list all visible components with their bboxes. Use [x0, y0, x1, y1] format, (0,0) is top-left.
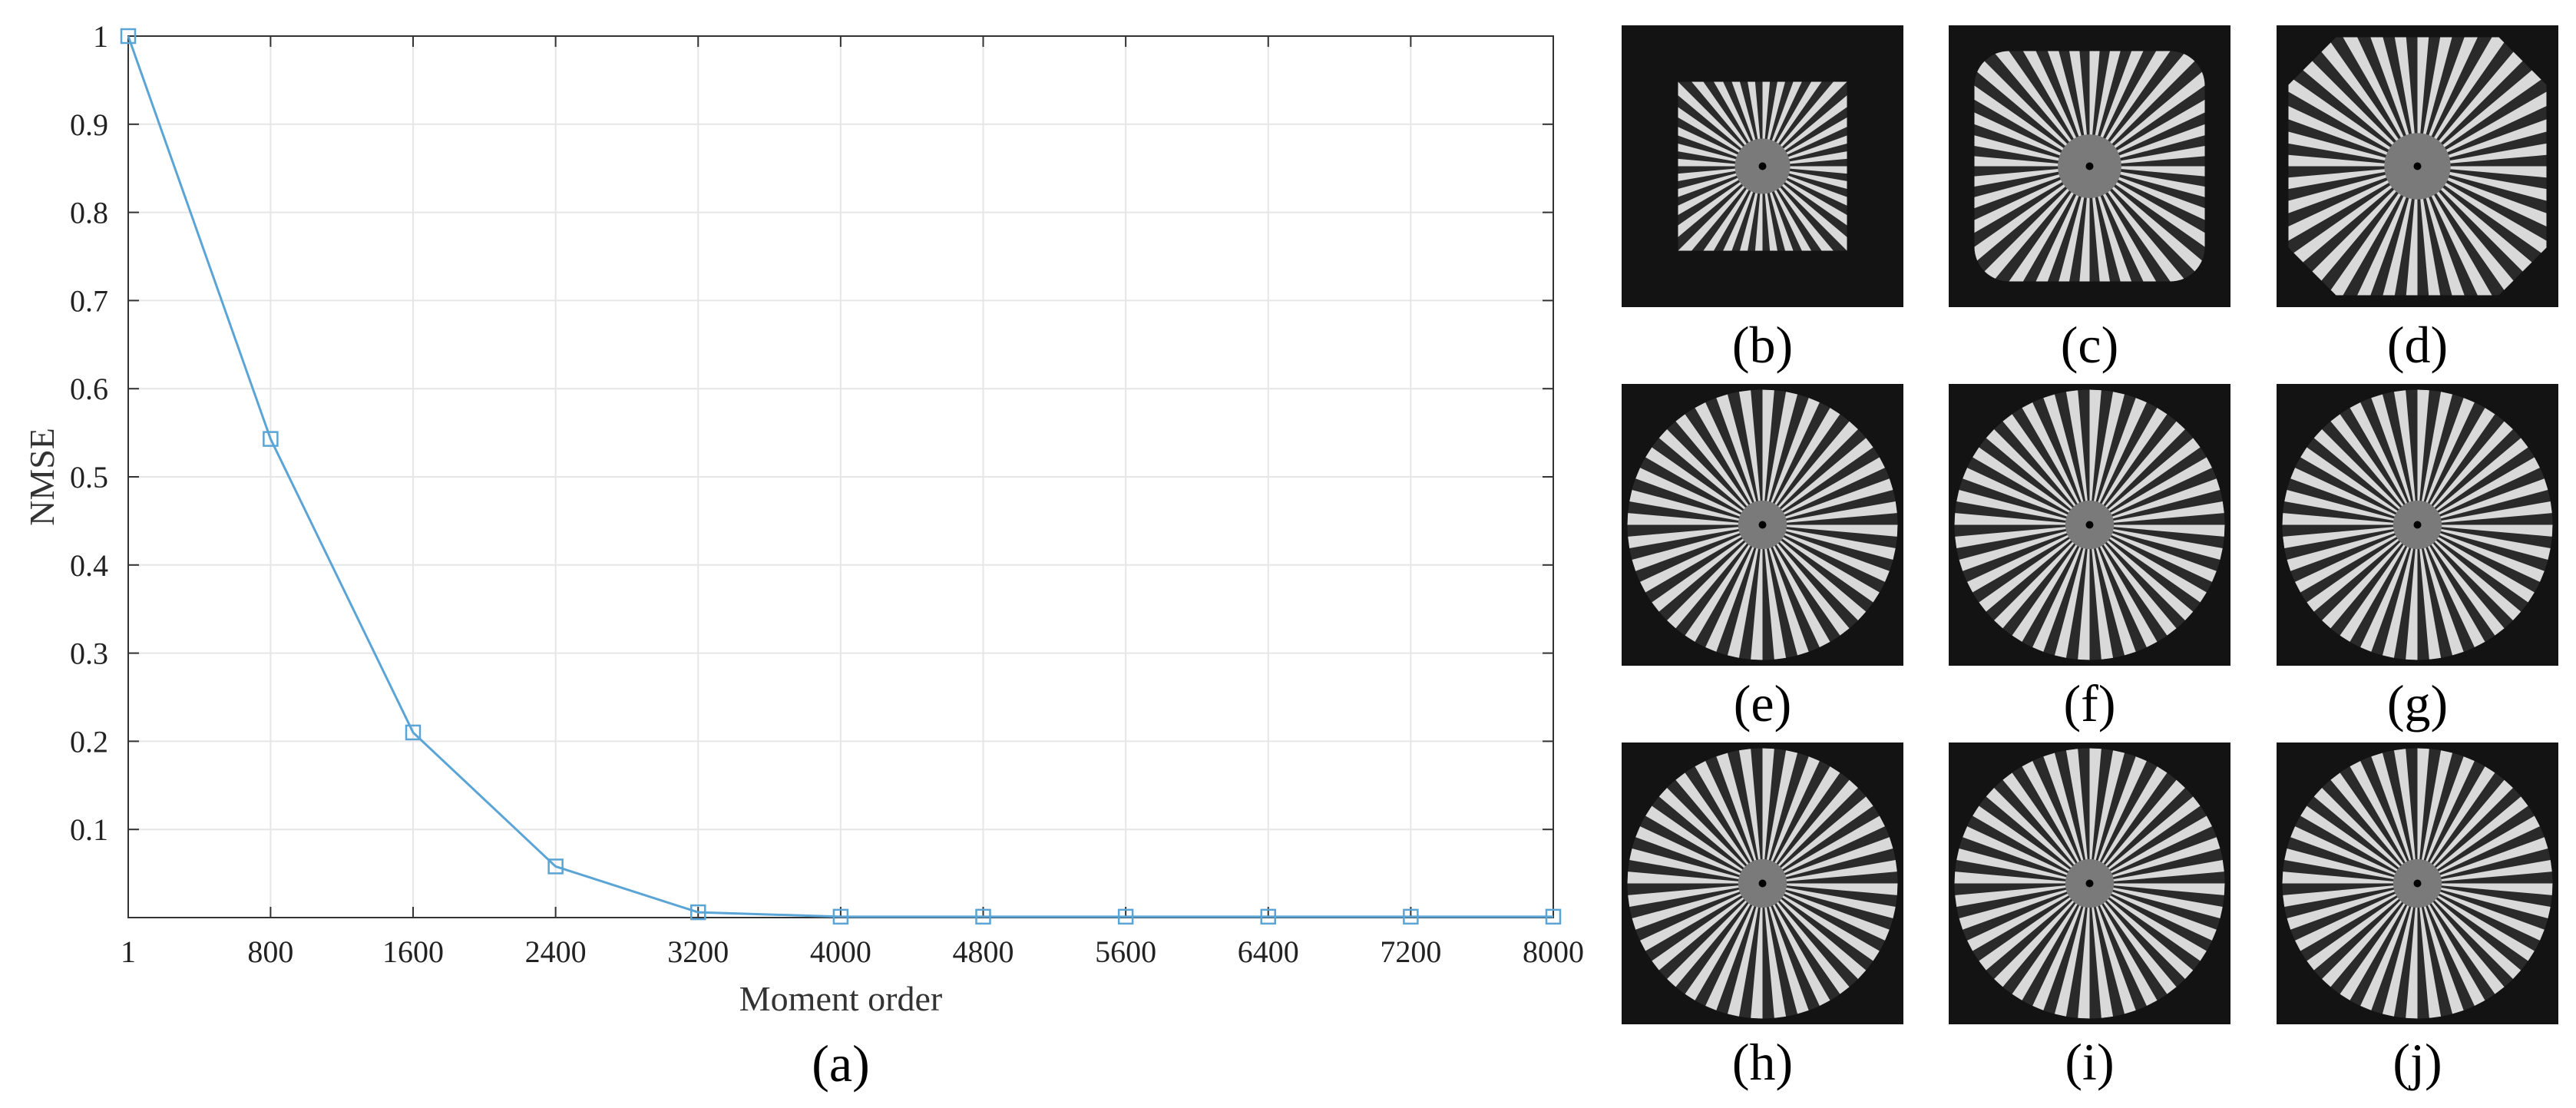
- image-panel: (b): [1622, 25, 1903, 374]
- image-panel: (g): [2277, 384, 2558, 733]
- x-tick-label: 5600: [1095, 934, 1156, 969]
- x-tick-label: 4000: [810, 934, 871, 969]
- x-tick-label: 7200: [1380, 934, 1441, 969]
- siemens-star: [1954, 748, 2225, 1019]
- panel-caption: (c): [2061, 316, 2118, 374]
- y-tick-label: 0.6: [70, 372, 108, 406]
- y-tick-label: 0.3: [70, 637, 108, 671]
- x-tick-label: 1: [121, 934, 136, 969]
- panel-caption: (g): [2387, 674, 2448, 733]
- siemens-star: [1678, 81, 1847, 251]
- image-panel: (f): [1949, 384, 2230, 733]
- y-tick-label: 0.4: [70, 548, 108, 583]
- siemens-star: [2282, 748, 2553, 1019]
- y-tick-label: 0.5: [70, 460, 108, 494]
- image-panel: (h): [1622, 743, 1903, 1091]
- siemens-star: [2288, 37, 2547, 296]
- panel-caption: (h): [1732, 1033, 1793, 1091]
- panel-caption: (e): [1734, 674, 1791, 733]
- x-tick-label: 6400: [1238, 934, 1299, 969]
- y-tick-label: 1: [93, 19, 108, 54]
- y-tick-label: 0.2: [70, 724, 108, 759]
- x-tick-label: 4800: [953, 934, 1014, 969]
- nmse-chart: 1 800 1600 2400 3200 4000 4800 5600 6400 7200 8000…: [22, 19, 1584, 1093]
- panel-caption: (f): [2064, 674, 2116, 733]
- x-tick-label: 3200: [667, 934, 729, 969]
- data-point: [1260, 908, 1277, 925]
- x-tick-label: 8000: [1523, 934, 1584, 969]
- y-tick-label: 0.8: [70, 196, 108, 230]
- x-tick-label: 1600: [382, 934, 444, 969]
- chart-ticks: 1 800 1600 2400 3200 4000 4800 5600 6400 7200 8000…: [70, 19, 1584, 969]
- chart-grid: [128, 36, 1553, 918]
- data-point: [547, 858, 564, 875]
- siemens-star: [2282, 389, 2553, 660]
- data-point: [1403, 908, 1419, 925]
- panel-caption: (i): [2065, 1033, 2114, 1091]
- data-point: [405, 724, 422, 741]
- siemens-star: [1627, 748, 1898, 1019]
- caption-a: (a): [812, 1034, 869, 1093]
- x-tick-label: 800: [247, 934, 293, 969]
- x-tick-label: 2400: [525, 934, 587, 969]
- series-line: [127, 35, 1553, 918]
- image-panels: (b) (c) (d) (e) (f) (g) (h) (i) (j): [1622, 25, 2558, 1091]
- image-panel: (e): [1622, 384, 1903, 733]
- data-point: [120, 28, 137, 45]
- siemens-star: [1954, 389, 2225, 660]
- y-tick-label: 0.7: [70, 283, 108, 318]
- y-tick-label: 0.9: [70, 107, 108, 142]
- siemens-star: [1974, 51, 2205, 282]
- data-point: [690, 904, 706, 921]
- chart-series: [120, 28, 1562, 925]
- y-tick-label: 0.1: [70, 812, 108, 847]
- x-axis-label: Moment order: [739, 979, 942, 1018]
- panel-caption: (d): [2387, 316, 2448, 374]
- data-point: [263, 431, 279, 447]
- image-panel: (i): [1949, 743, 2230, 1091]
- data-point: [1117, 908, 1134, 925]
- panel-caption: (b): [1732, 316, 1793, 374]
- data-point: [975, 908, 991, 925]
- image-panel: (d): [2277, 25, 2558, 374]
- data-point: [832, 908, 849, 925]
- image-panel: (j): [2277, 743, 2558, 1091]
- siemens-star: [1627, 389, 1898, 660]
- panel-caption: (j): [2392, 1033, 2442, 1091]
- data-point: [1545, 908, 1562, 925]
- image-panel: (c): [1949, 25, 2230, 374]
- y-axis-label: NMSE: [22, 428, 61, 526]
